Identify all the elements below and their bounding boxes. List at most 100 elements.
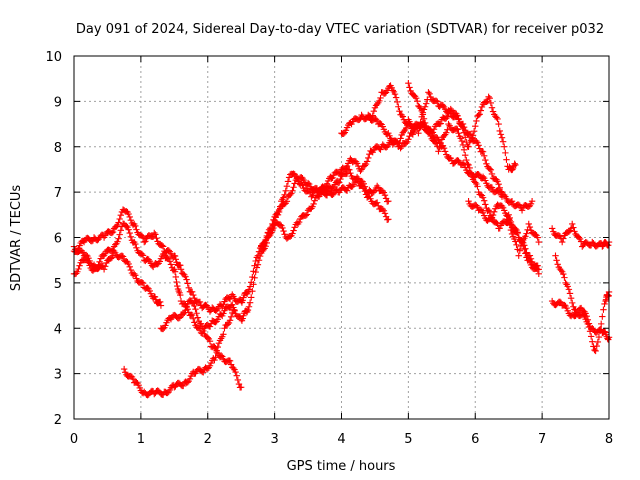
data-point-fill <box>165 247 172 254</box>
data-point-fill <box>472 179 479 186</box>
data-point-fill <box>596 327 604 335</box>
data-point-fill <box>462 134 469 141</box>
data-point <box>448 157 456 164</box>
data-point-fill <box>565 286 573 293</box>
data-point <box>535 238 542 246</box>
data-point-fill <box>76 262 83 269</box>
data-point <box>304 179 312 187</box>
data-point-fill <box>353 173 361 181</box>
data-point-fill <box>139 234 147 241</box>
data-point-fill <box>373 199 381 206</box>
data-point-fill <box>591 346 598 354</box>
data-point <box>495 202 502 209</box>
data-point-fill <box>156 298 164 306</box>
data-point-fill <box>506 214 514 222</box>
data-point <box>478 175 486 182</box>
data-point-fill <box>454 126 461 133</box>
series-track-i <box>339 82 505 195</box>
data-point-fill <box>125 210 132 218</box>
data-point-fill <box>310 200 317 208</box>
data-point-fill <box>405 136 412 143</box>
data-point-fill <box>482 201 489 208</box>
data-point <box>478 148 486 155</box>
data-point-fill <box>389 87 396 94</box>
data-point <box>167 315 175 323</box>
x-tick-labels: 0 1 2 3 4 5 6 7 8 <box>70 432 613 447</box>
series-track-l <box>466 200 541 273</box>
data-point-fill <box>234 376 242 384</box>
series-track-e <box>122 306 237 399</box>
data-point-fill <box>493 114 500 121</box>
data-point-fill <box>379 123 386 130</box>
data-point-fill <box>361 162 369 169</box>
data-point-fill <box>513 241 520 249</box>
data-point-fill <box>357 167 364 175</box>
data-point <box>254 261 262 268</box>
data-point-fill <box>158 242 166 249</box>
y-tick-label: 5 <box>54 277 62 292</box>
data-point <box>485 216 492 223</box>
data-point-fill <box>280 194 287 201</box>
data-point <box>518 207 526 214</box>
data-point <box>278 198 285 205</box>
data-point-fill <box>229 301 236 308</box>
data-point <box>187 297 195 305</box>
data-point <box>294 220 302 228</box>
data-point-fill <box>200 369 207 376</box>
data-point-fill <box>595 333 603 341</box>
data-point-fill <box>434 98 441 105</box>
data-point-fill <box>417 118 424 126</box>
data-point-fill <box>601 300 608 308</box>
data-point-fill <box>282 187 289 195</box>
data-point-fill <box>88 237 96 245</box>
data-point-fill <box>96 258 103 265</box>
data-point-fill <box>581 312 588 319</box>
data-point <box>485 207 492 214</box>
data-point-fill <box>511 160 518 167</box>
data-point-fill <box>479 209 487 217</box>
data-point-fill <box>464 160 471 168</box>
data-point <box>177 311 185 318</box>
data-point-fill <box>283 182 291 190</box>
data-point <box>385 216 392 223</box>
y-tick-label: 8 <box>54 141 62 156</box>
data-point-fill <box>191 319 198 326</box>
data-point <box>505 166 512 173</box>
data-point <box>324 188 332 196</box>
chart-title: Day 091 of 2024, Sidereal Day-to-day VTE… <box>76 22 604 37</box>
data-point-fill <box>329 185 336 192</box>
data-point-fill <box>580 311 587 318</box>
data-point-fill <box>276 203 284 210</box>
data-point-fill <box>457 135 464 142</box>
data-point <box>268 225 275 232</box>
data-point-fill <box>467 169 474 176</box>
data-point <box>355 175 362 182</box>
data-point <box>80 238 88 246</box>
data-point-fill <box>206 308 214 315</box>
data-point <box>375 120 382 128</box>
data-point <box>445 107 452 114</box>
y-tick-labels: 2 3 4 5 6 7 8 9 10 <box>45 50 62 428</box>
data-point-fill <box>430 125 438 133</box>
data-point-fill <box>396 139 403 147</box>
data-point-fill <box>125 226 132 233</box>
data-point-fill <box>486 95 493 102</box>
data-point <box>284 193 292 200</box>
data-point-fill <box>480 152 488 160</box>
data-point-fill <box>337 175 344 183</box>
data-point-fill <box>406 84 413 91</box>
data-point <box>425 89 432 96</box>
data-point-fill <box>283 198 291 205</box>
data-point <box>207 320 215 327</box>
data-point-fill <box>522 233 529 240</box>
data-point <box>284 234 292 241</box>
data-point-fill <box>490 208 498 216</box>
data-point-fill <box>175 315 182 322</box>
data-point-fill <box>248 279 255 286</box>
data-point <box>488 170 496 178</box>
data-point-fill <box>360 180 367 187</box>
series-track-m <box>506 221 541 254</box>
data-point-fill <box>421 103 429 110</box>
data-point-fill <box>412 94 420 102</box>
data-point-fill <box>488 104 496 111</box>
